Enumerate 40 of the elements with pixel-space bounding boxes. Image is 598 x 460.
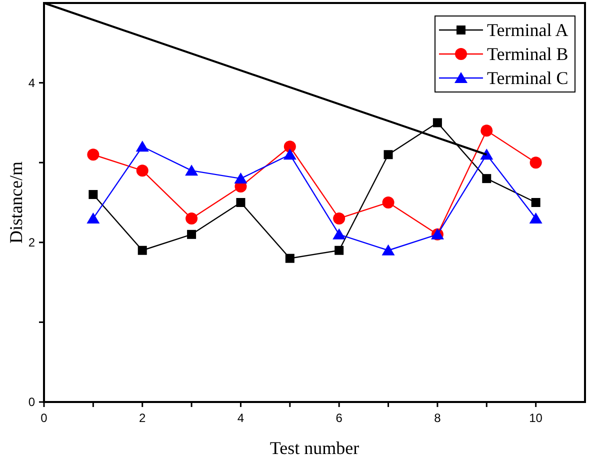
point [88, 190, 98, 200]
point [186, 212, 198, 224]
point [382, 244, 395, 256]
point [284, 140, 296, 153]
point [332, 228, 346, 240]
point [87, 148, 100, 161]
point [136, 164, 148, 177]
point [236, 198, 246, 207]
point [138, 246, 147, 255]
point [531, 198, 540, 207]
x-tick-label: 0 [40, 411, 48, 425]
x-axis-title: Test number [270, 438, 360, 458]
y-axis-title: Distance/m [6, 162, 26, 244]
point [285, 254, 294, 263]
x-tick-label: 6 [336, 411, 343, 425]
point [482, 174, 492, 184]
point [529, 212, 542, 224]
point [530, 156, 542, 169]
point [334, 246, 344, 255]
point [283, 148, 296, 160]
point [86, 212, 100, 224]
x-tick-label: 8 [434, 411, 442, 425]
point [333, 212, 346, 224]
point [136, 140, 149, 152]
point [382, 196, 394, 208]
legend-label: Terminal B [487, 44, 568, 64]
point [234, 172, 248, 184]
y-tick-label: 4 [28, 76, 36, 90]
point [187, 230, 196, 239]
x-tick-label: 10 [529, 411, 543, 425]
y-tick-label: 0 [28, 395, 36, 409]
legend-label: Terminal A [487, 20, 568, 40]
point [185, 164, 198, 176]
point [432, 118, 442, 128]
x-tick-label: 2 [139, 411, 146, 425]
x-tick-label: 4 [237, 411, 244, 425]
point [384, 150, 393, 160]
point [480, 124, 493, 137]
legend-label: Terminal C [487, 68, 568, 88]
y-tick-label: 2 [28, 235, 36, 250]
